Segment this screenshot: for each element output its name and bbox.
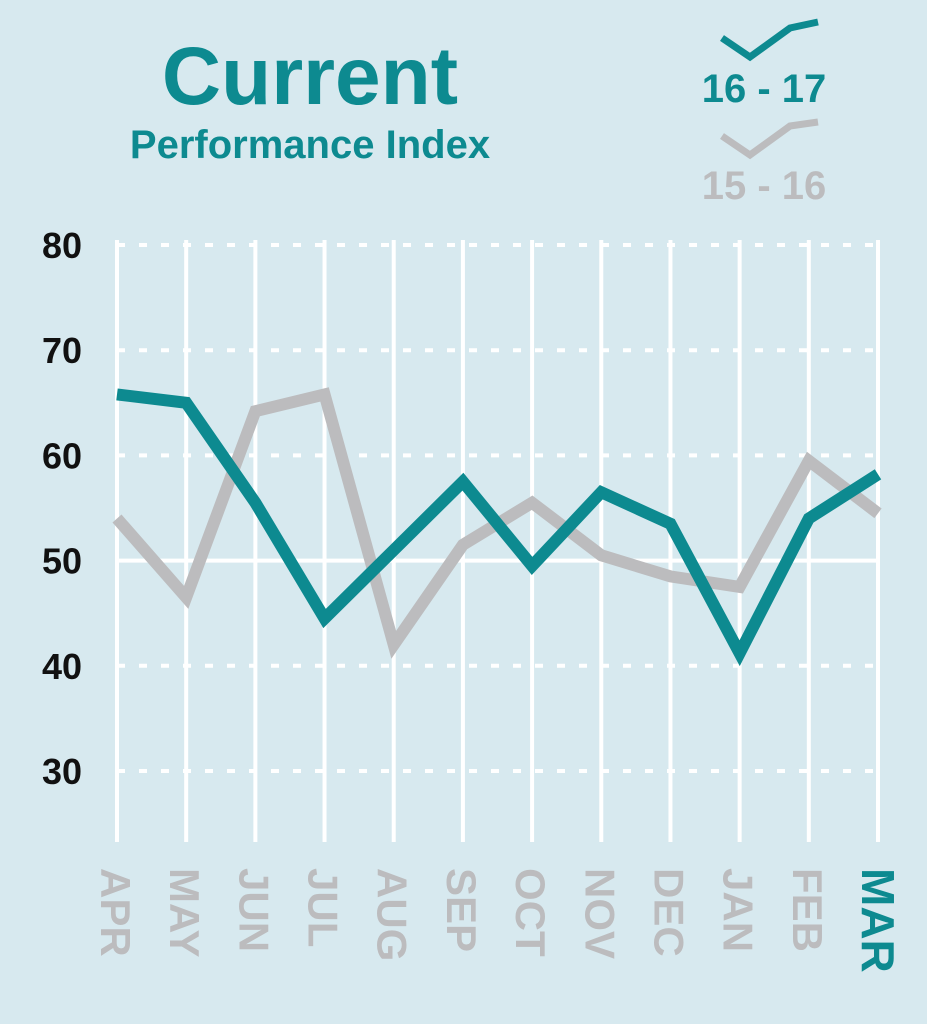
x-tick-label: OCT (507, 868, 554, 957)
legend-swatch-previous (720, 118, 819, 160)
chart-subtitle: Performance Index (130, 123, 490, 167)
y-tick-label: 50 (42, 541, 82, 582)
x-tick-label: JAN (715, 868, 762, 952)
legend-swatch-current (720, 18, 819, 62)
series-lines (112, 387, 882, 667)
x-tick-label: DEC (645, 868, 692, 957)
y-tick-label: 70 (42, 330, 82, 371)
x-tick-label: JUN (230, 868, 277, 952)
x-tick-label: MAR (852, 868, 904, 973)
x-tick-label: JUL (300, 868, 347, 947)
y-tick-label: 40 (42, 646, 82, 687)
legend-label-current: 16 - 17 (702, 67, 827, 111)
x-tick-label: MAY (161, 868, 208, 957)
horizontal-grid (117, 243, 878, 773)
x-tick-label: AUG (369, 868, 416, 961)
x-tick-label: SEP (438, 868, 485, 952)
legend: 16 - 17 15 - 16 (702, 18, 827, 208)
y-tick-label: 60 (42, 435, 82, 476)
chart-title: Current (162, 31, 458, 122)
y-tick-labels: 80 70 60 50 40 30 (42, 225, 82, 792)
x-tick-label: APR (92, 868, 139, 957)
series-line-current (116, 388, 882, 667)
x-tick-label: FEB (784, 868, 831, 952)
y-tick-label: 30 (42, 751, 82, 792)
legend-label-previous: 15 - 16 (702, 164, 827, 208)
x-tick-labels: APR MAY JUN JUL AUG SEP OCT NOV DEC JAN FEB MAR (92, 868, 904, 973)
y-tick-label: 80 (42, 225, 82, 266)
x-tick-label: NOV (576, 868, 623, 959)
